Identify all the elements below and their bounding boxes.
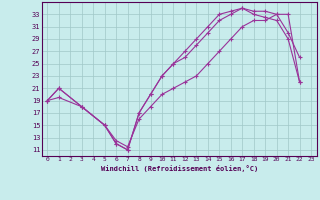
X-axis label: Windchill (Refroidissement éolien,°C): Windchill (Refroidissement éolien,°C): [100, 165, 258, 172]
